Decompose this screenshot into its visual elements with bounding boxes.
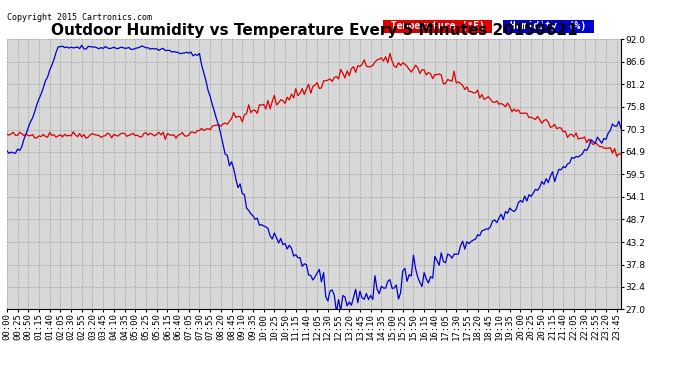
Title: Outdoor Humidity vs Temperature Every 5 Minutes 20150621: Outdoor Humidity vs Temperature Every 5 … (50, 23, 578, 38)
Text: Temperature (°F): Temperature (°F) (384, 21, 491, 31)
Text: Copyright 2015 Cartronics.com: Copyright 2015 Cartronics.com (7, 13, 152, 22)
Text: Humidity  (%): Humidity (%) (504, 21, 593, 31)
